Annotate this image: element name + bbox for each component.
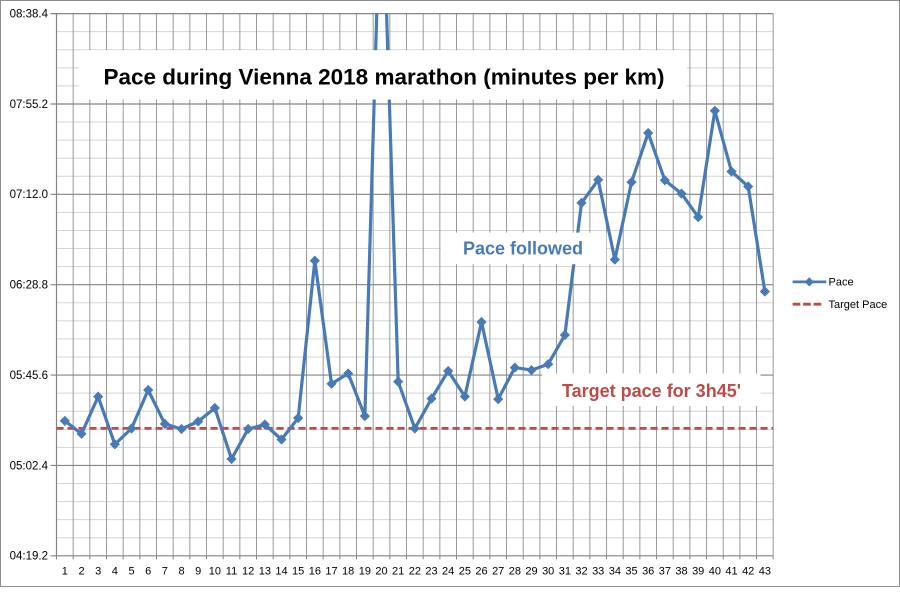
svg-text:07:55.2: 07:55.2 xyxy=(10,99,48,111)
svg-text:17: 17 xyxy=(325,566,337,578)
svg-text:25: 25 xyxy=(459,566,471,578)
svg-text:06:28.8: 06:28.8 xyxy=(10,280,48,292)
svg-text:29: 29 xyxy=(525,566,537,578)
svg-text:23: 23 xyxy=(425,566,437,578)
svg-text:41: 41 xyxy=(725,566,737,578)
svg-text:04:19.2: 04:19.2 xyxy=(10,551,48,563)
svg-text:22: 22 xyxy=(409,566,421,578)
svg-text:31: 31 xyxy=(559,566,571,578)
svg-text:30: 30 xyxy=(542,566,554,578)
svg-text:37: 37 xyxy=(659,566,671,578)
svg-text:26: 26 xyxy=(475,566,487,578)
svg-text:15: 15 xyxy=(292,566,304,578)
svg-text:6: 6 xyxy=(145,566,151,578)
svg-text:34: 34 xyxy=(609,566,621,578)
svg-text:38: 38 xyxy=(675,566,687,578)
svg-text:33: 33 xyxy=(592,566,604,578)
svg-text:3: 3 xyxy=(95,566,101,578)
svg-text:11: 11 xyxy=(226,566,237,578)
svg-text:20: 20 xyxy=(375,566,387,578)
svg-text:4: 4 xyxy=(112,566,118,578)
svg-text:16: 16 xyxy=(309,566,321,578)
svg-text:Pace during Vienna 2018 marath: Pace during Vienna 2018 marathon (minute… xyxy=(103,65,664,90)
svg-text:21: 21 xyxy=(392,566,404,578)
svg-text:36: 36 xyxy=(642,566,654,578)
svg-text:08:38.4: 08:38.4 xyxy=(10,9,49,21)
svg-text:Pace followed: Pace followed xyxy=(463,239,583,259)
svg-text:05:02.4: 05:02.4 xyxy=(10,460,49,472)
svg-text:5: 5 xyxy=(128,566,134,578)
svg-text:28: 28 xyxy=(509,566,521,578)
svg-text:10: 10 xyxy=(209,566,221,578)
svg-text:40: 40 xyxy=(709,566,721,578)
svg-text:19: 19 xyxy=(359,566,371,578)
svg-text:2: 2 xyxy=(78,566,84,578)
svg-text:35: 35 xyxy=(625,566,637,578)
svg-text:1: 1 xyxy=(62,566,68,578)
svg-text:18: 18 xyxy=(342,566,354,578)
svg-text:43: 43 xyxy=(759,566,771,578)
svg-text:24: 24 xyxy=(442,566,454,578)
svg-text:05:45.6: 05:45.6 xyxy=(10,370,48,382)
svg-text:32: 32 xyxy=(575,566,587,578)
svg-text:Pace: Pace xyxy=(829,277,854,289)
svg-text:39: 39 xyxy=(692,566,704,578)
svg-text:7: 7 xyxy=(162,566,168,578)
svg-text:8: 8 xyxy=(178,566,184,578)
svg-text:07:12.0: 07:12.0 xyxy=(10,189,48,201)
svg-text:9: 9 xyxy=(195,566,201,578)
svg-text:12: 12 xyxy=(242,566,254,578)
svg-text:Target pace for 3h45': Target pace for 3h45' xyxy=(562,381,741,401)
svg-text:Target Pace: Target Pace xyxy=(829,299,888,311)
svg-text:42: 42 xyxy=(742,566,754,578)
svg-text:27: 27 xyxy=(492,566,504,578)
svg-text:14: 14 xyxy=(275,566,287,578)
svg-text:13: 13 xyxy=(259,566,271,578)
